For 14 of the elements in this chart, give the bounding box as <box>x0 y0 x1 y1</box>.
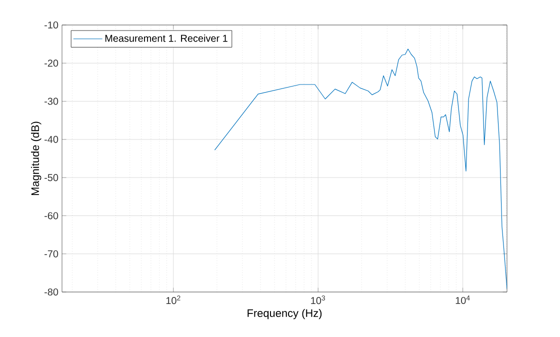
y-tick-label: -80 <box>44 288 58 296</box>
x-tick-label: 10$^{2}$ <box>166 296 180 304</box>
x-axis-title: Frequency (Hz) <box>248 308 322 320</box>
x-tick-label: 10$^{4}$ <box>456 296 470 304</box>
y-tick-label: -50 <box>44 174 58 182</box>
y-tick-label: -60 <box>44 212 58 220</box>
y-tick-label: -20 <box>44 60 58 67</box>
legend-label: Measurement 1. Receiver 1 <box>105 34 228 42</box>
x-tick-label: 10$^{3}$ <box>311 296 326 304</box>
y-axis-title: Magnitude (dB) <box>31 122 42 196</box>
y-tick-label: -70 <box>44 250 58 258</box>
y-tick-label: -10 <box>44 21 58 29</box>
y-tick-label: -30 <box>44 98 58 105</box>
y-tick-label: -40 <box>44 136 58 143</box>
